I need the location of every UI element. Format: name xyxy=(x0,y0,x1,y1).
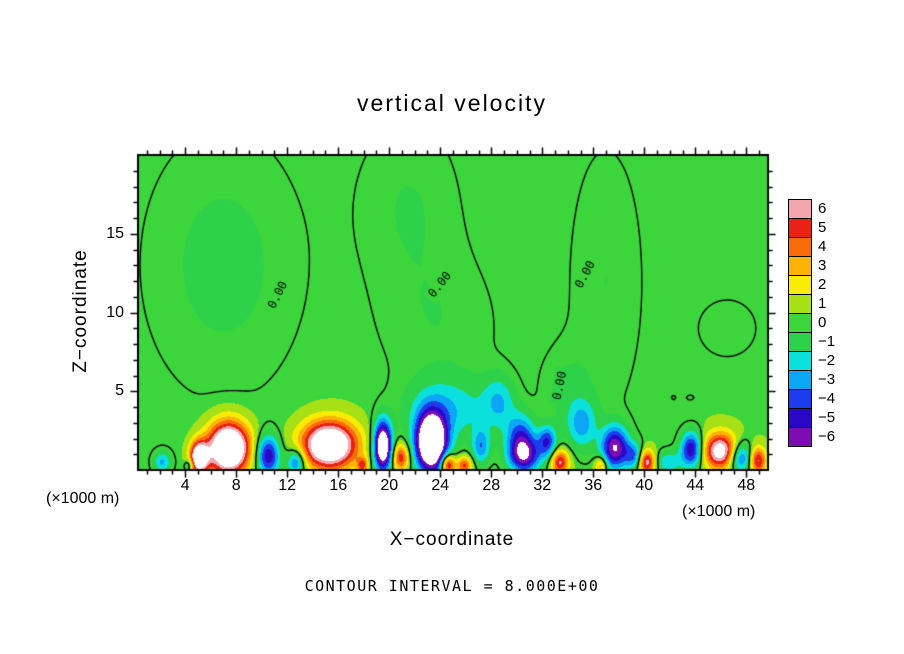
x-tick-label: 32 xyxy=(533,477,552,494)
colorbar-cell xyxy=(789,389,811,408)
z-tick-label: 15 xyxy=(106,224,124,242)
colorbar-cell xyxy=(789,313,811,332)
colorbar-cell xyxy=(789,408,811,427)
colorbar-label: 1 xyxy=(818,295,827,312)
x-tick-label: 36 xyxy=(584,477,603,494)
colorbar-label: 5 xyxy=(818,219,827,236)
colorbar-label: −3 xyxy=(818,371,836,388)
x-tick-label: 40 xyxy=(635,477,654,494)
colorbar-label: 2 xyxy=(818,276,827,293)
x-axis-title: X−coordinate xyxy=(389,529,515,550)
contour-interval-note: CONTOUR INTERVAL = 8.000E+00 xyxy=(304,577,600,595)
x-tick-label: 12 xyxy=(278,477,297,494)
x-axis-unit-left: (×1000 m) xyxy=(46,490,120,507)
x-tick-label: 28 xyxy=(482,477,501,494)
x-tick-label: 8 xyxy=(231,477,241,494)
colorbar-cell xyxy=(789,427,811,446)
colorbar-cell xyxy=(789,218,811,237)
colorbar-label: −5 xyxy=(818,409,836,426)
colorbar-label: −4 xyxy=(818,390,836,407)
x-tick-label: 48 xyxy=(737,477,756,494)
colorbar-label: −2 xyxy=(818,352,836,369)
colorbar-label: −1 xyxy=(818,333,836,350)
colorbar-cell xyxy=(789,332,811,351)
colorbar-label: 3 xyxy=(818,257,827,274)
colorbar-cell xyxy=(789,370,811,389)
colorbar-label: −6 xyxy=(818,428,836,445)
x-tick-label: 44 xyxy=(686,477,705,494)
plot-title: vertical velocity xyxy=(357,90,547,116)
colorbar-label: 6 xyxy=(818,200,827,217)
colorbar-cell xyxy=(789,256,811,275)
z-tick-label: 10 xyxy=(106,303,124,321)
colorbar-cell xyxy=(789,351,811,370)
x-tick-label: 4 xyxy=(180,477,190,494)
colorbar-cell xyxy=(789,275,811,294)
colorbar-cell xyxy=(789,200,811,218)
x-tick-label: 24 xyxy=(431,477,450,494)
x-tick-label: 20 xyxy=(380,477,399,494)
colorbar-cell xyxy=(789,237,811,256)
z-tick-label: 5 xyxy=(115,382,124,400)
colorbar xyxy=(788,199,812,447)
colorbar-cell xyxy=(789,294,811,313)
x-axis-unit-right: (×1000 m) xyxy=(682,503,756,520)
x-tick-label: 16 xyxy=(329,477,348,494)
colorbar-label: 0 xyxy=(818,314,827,331)
colorbar-label: 4 xyxy=(818,238,827,255)
